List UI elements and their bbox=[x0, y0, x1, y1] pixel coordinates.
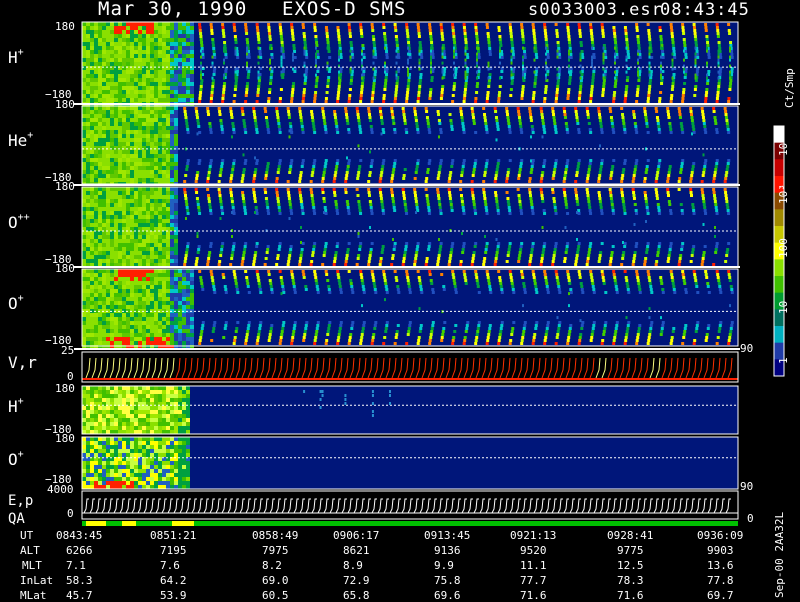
table-cell: 12.5 bbox=[617, 560, 644, 571]
table-cell: 58.3 bbox=[66, 575, 93, 586]
colorbar-segment bbox=[774, 276, 784, 293]
panel-label-he: He+ bbox=[8, 133, 33, 149]
panel-label-qa: QA bbox=[8, 512, 25, 526]
table-cell: 77.7 bbox=[520, 575, 547, 586]
row-label-mlat: MLat bbox=[20, 590, 47, 601]
table-cell: 0906:17 bbox=[333, 530, 379, 541]
colorbar-segment bbox=[774, 209, 784, 226]
row-label-mlt: MLT bbox=[22, 560, 42, 571]
y-tick-ep-top: 4000 bbox=[47, 484, 74, 495]
table-cell: 71.6 bbox=[617, 590, 644, 601]
y-tick-o2-top: 180 bbox=[55, 433, 75, 444]
table-cell: 0858:49 bbox=[252, 530, 298, 541]
table-cell: 0843:45 bbox=[56, 530, 102, 541]
table-cell: 78.3 bbox=[617, 575, 644, 586]
row-label-alt: ALT bbox=[20, 545, 40, 556]
table-cell: 8621 bbox=[343, 545, 370, 556]
table-cell: 7.6 bbox=[160, 560, 180, 571]
table-cell: 72.9 bbox=[343, 575, 370, 586]
table-cell: 9903 bbox=[707, 545, 734, 556]
panel-label-h: H+ bbox=[8, 50, 24, 66]
table-cell: 45.7 bbox=[66, 590, 93, 601]
table-cell: 69.7 bbox=[707, 590, 734, 601]
table-cell: 75.8 bbox=[434, 575, 461, 586]
table-cell: 71.6 bbox=[520, 590, 547, 601]
table-cell: 0921:13 bbox=[510, 530, 556, 541]
table-cell: 0851:21 bbox=[150, 530, 196, 541]
table-cell: 60.5 bbox=[262, 590, 289, 601]
table-cell: 6266 bbox=[66, 545, 93, 556]
table-cell: 8.2 bbox=[262, 560, 282, 571]
y-tick-opp-top: 180 bbox=[55, 181, 75, 192]
table-cell: 0928:41 bbox=[607, 530, 653, 541]
table-cell: 0913:45 bbox=[424, 530, 470, 541]
y-tick-op-top: 180 bbox=[55, 263, 75, 274]
table-cell: 7975 bbox=[262, 545, 289, 556]
colorbar-label-10e4: 10⁴ bbox=[778, 136, 789, 156]
table-cell: 9.9 bbox=[434, 560, 454, 571]
table-cell: 53.9 bbox=[160, 590, 187, 601]
table-cell: 8.9 bbox=[343, 560, 363, 571]
colorbar-unit: Ct/Smp bbox=[784, 68, 795, 108]
table-cell: 77.8 bbox=[707, 575, 734, 586]
right-tick-vr-top: 90 bbox=[740, 343, 753, 354]
table-cell: 7.1 bbox=[66, 560, 86, 571]
y-tick-h2-top: 180 bbox=[55, 383, 75, 394]
table-cell: 69.0 bbox=[262, 575, 289, 586]
right-tick-qa: 0 bbox=[747, 513, 754, 524]
y-tick-vr-top: 25 bbox=[61, 345, 74, 356]
table-cell: 9520 bbox=[520, 545, 547, 556]
colorbar-label-1: 1 bbox=[778, 357, 789, 364]
colorbar-segment bbox=[774, 159, 784, 176]
right-tick-ep-top: 90 bbox=[740, 481, 753, 492]
y-tick-vr-bottom: 0 bbox=[67, 371, 74, 382]
colorbar-label-10e3: 10³ bbox=[778, 184, 789, 204]
y-tick-h-top: 180 bbox=[55, 21, 75, 32]
spectrogram-panels bbox=[82, 22, 738, 526]
colorbar-label-10: 10 bbox=[778, 301, 789, 314]
y-tick-he-top: 180 bbox=[55, 99, 75, 110]
colorbar-segment bbox=[774, 326, 784, 343]
table-cell: 0936:09 bbox=[697, 530, 743, 541]
row-label-inlat: InLat bbox=[20, 575, 53, 586]
table-cell: 9775 bbox=[617, 545, 644, 556]
y-tick-ep-bottom: 0 bbox=[67, 508, 74, 519]
colorbar-segment bbox=[774, 259, 784, 276]
panel-label-op: O+ bbox=[8, 296, 24, 312]
panel-label-opp: O++ bbox=[8, 215, 30, 231]
row-label-ut: UT bbox=[20, 530, 33, 541]
table-cell: 13.6 bbox=[707, 560, 734, 571]
table-cell: 9136 bbox=[434, 545, 461, 556]
panel-label-h2: H+ bbox=[8, 399, 24, 415]
table-cell: 69.6 bbox=[434, 590, 461, 601]
table-cell: 11.1 bbox=[520, 560, 547, 571]
panel-label-vr: V,r bbox=[8, 355, 37, 371]
table-cell: 64.2 bbox=[160, 575, 187, 586]
table-cell: 7195 bbox=[160, 545, 187, 556]
panel-label-o2: O+ bbox=[8, 452, 24, 468]
colorbar-label-100: 100 bbox=[778, 238, 789, 258]
panel-label-ep: E,p bbox=[8, 494, 33, 508]
stamp: Sep-00 2AA32L bbox=[774, 512, 785, 598]
table-cell: 65.8 bbox=[343, 590, 370, 601]
